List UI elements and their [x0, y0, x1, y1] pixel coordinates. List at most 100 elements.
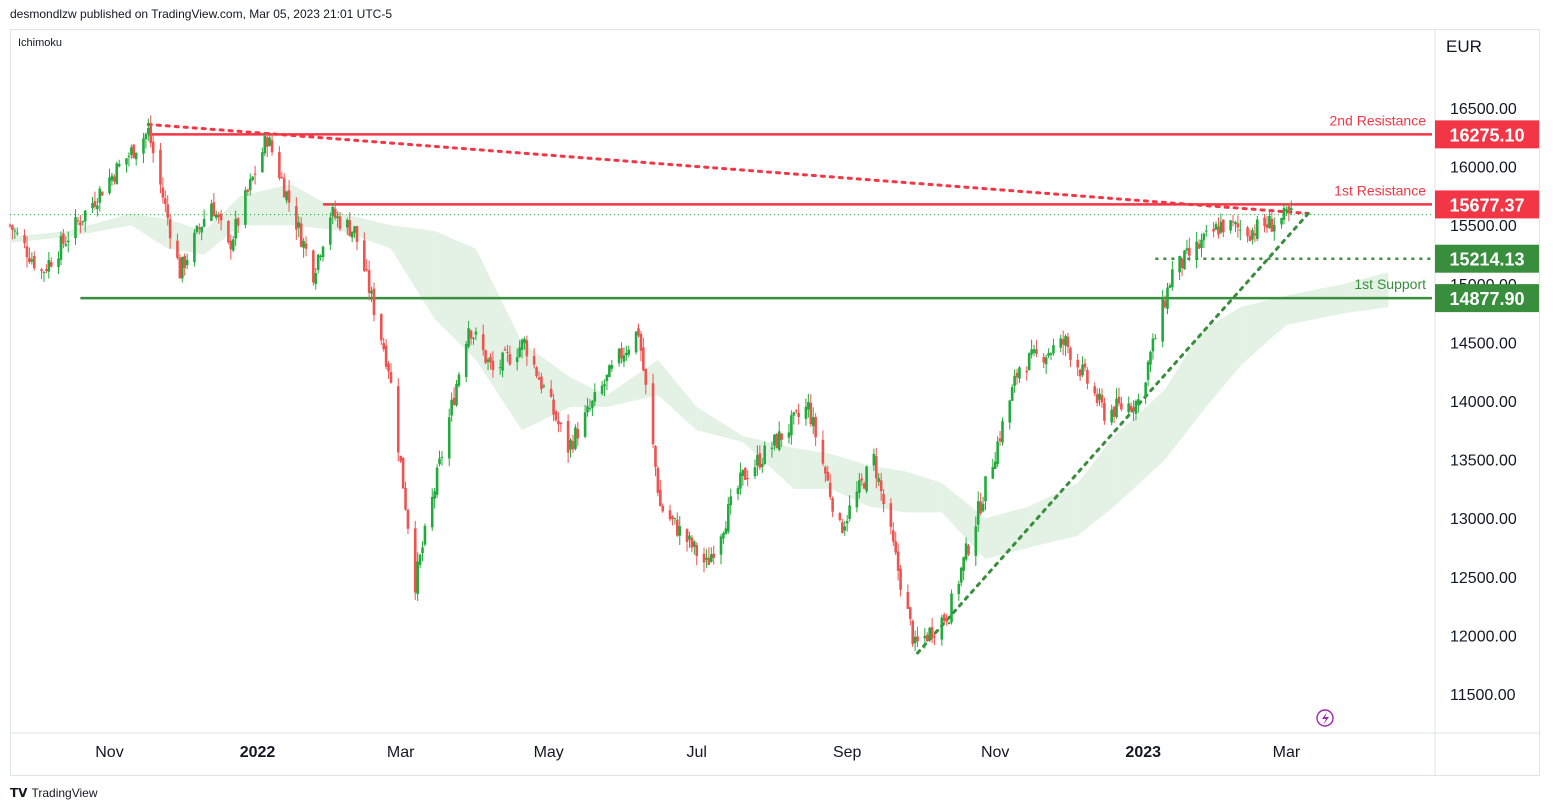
candle — [976, 491, 980, 532]
candle — [1010, 384, 1014, 402]
candle — [319, 254, 322, 261]
candle — [481, 324, 485, 356]
y-tick-label: 14500.00 — [1450, 335, 1517, 352]
candle — [855, 481, 859, 513]
candle — [15, 227, 19, 236]
candle — [770, 441, 774, 458]
candle — [879, 472, 883, 501]
candle — [942, 612, 946, 624]
candle — [8, 223, 12, 228]
cloud-segment — [570, 377, 607, 407]
candle — [962, 556, 965, 581]
candle — [455, 380, 458, 407]
cloud-segment — [475, 248, 523, 431]
candle — [651, 373, 655, 448]
candle — [552, 393, 555, 422]
candle — [1287, 203, 1291, 222]
candle — [792, 412, 796, 425]
candle — [127, 152, 131, 167]
candle — [923, 628, 927, 649]
candle — [227, 220, 230, 245]
lightning-icon[interactable] — [1316, 709, 1334, 727]
candle — [161, 177, 165, 204]
candle — [634, 331, 638, 355]
candle — [743, 466, 747, 481]
candle — [947, 621, 951, 625]
candle — [1197, 239, 1201, 250]
candle — [591, 399, 594, 417]
candle — [210, 199, 213, 222]
cloud-segment — [793, 447, 831, 489]
y-tick-label: 14000.00 — [1450, 394, 1517, 411]
candle — [435, 464, 439, 499]
candle — [1129, 402, 1133, 414]
cloud-segment — [657, 359, 697, 431]
candle — [1251, 227, 1254, 245]
candle — [1248, 229, 1252, 242]
cloud-segment — [522, 342, 571, 431]
candle — [100, 191, 104, 196]
candle — [219, 209, 223, 231]
candle — [117, 159, 121, 168]
candle — [1222, 219, 1225, 238]
candle — [270, 135, 274, 156]
candle — [1008, 399, 1012, 430]
candle — [474, 327, 478, 340]
candle — [1093, 382, 1096, 397]
candle — [882, 488, 885, 513]
candle — [1282, 203, 1286, 225]
cloud-segment — [606, 359, 658, 407]
candle — [287, 180, 291, 212]
candle — [719, 534, 723, 565]
candle — [1219, 213, 1223, 235]
candle — [729, 488, 733, 515]
candle — [838, 512, 842, 522]
candle — [889, 498, 893, 535]
candle — [773, 434, 776, 451]
candle — [314, 267, 318, 290]
candle — [32, 251, 36, 271]
cloud-segment — [342, 213, 391, 249]
candle — [644, 368, 648, 395]
cloud-segment — [1344, 272, 1389, 314]
candle — [787, 423, 791, 444]
x-tick-label: Nov — [95, 744, 123, 761]
candle — [64, 236, 68, 247]
candle — [671, 515, 674, 526]
candle — [1064, 334, 1067, 357]
cloud-segment — [1077, 436, 1115, 536]
candle — [736, 485, 740, 501]
candle — [362, 232, 366, 272]
candle — [763, 441, 766, 465]
candle — [540, 372, 543, 394]
trendlines — [146, 122, 1310, 655]
candle — [746, 470, 749, 487]
candle — [896, 543, 900, 581]
y-tick-label: 16000.00 — [1450, 160, 1517, 177]
candle — [872, 448, 876, 471]
candle — [625, 345, 628, 361]
candle — [862, 481, 866, 490]
candle — [537, 371, 541, 380]
candle — [387, 360, 390, 379]
candle — [83, 209, 87, 232]
candle — [472, 337, 475, 345]
candle — [1030, 339, 1033, 359]
candle — [1268, 209, 1271, 229]
candle — [950, 589, 953, 625]
candle — [1146, 359, 1150, 387]
y-tick-label: 15500.00 — [1450, 218, 1517, 235]
candle — [709, 547, 713, 563]
x-tick-label: Nov — [981, 744, 1009, 761]
candle — [142, 132, 145, 164]
candle — [1272, 217, 1276, 241]
candle — [253, 165, 257, 185]
candle — [457, 372, 461, 388]
candle — [673, 517, 677, 525]
candle — [1202, 232, 1206, 249]
candle — [200, 226, 204, 241]
candle — [379, 313, 383, 345]
candle — [974, 516, 978, 566]
candle — [45, 264, 48, 274]
